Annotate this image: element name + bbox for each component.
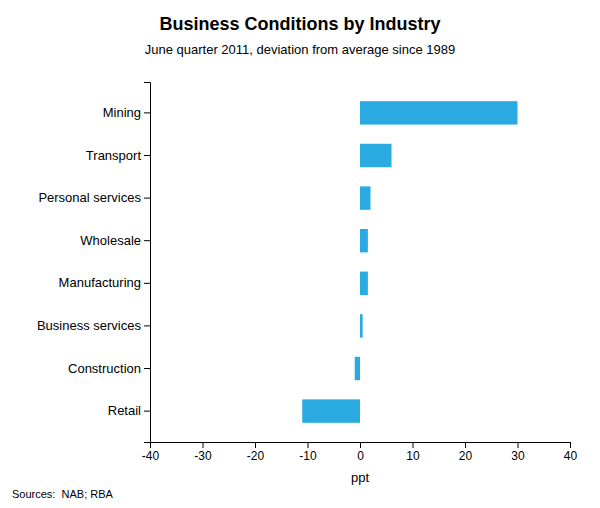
y-tick: Transport <box>86 148 150 163</box>
y-tick-label: Wholesale <box>80 233 141 248</box>
x-tick-label: -20 <box>247 449 265 463</box>
bar <box>355 357 360 380</box>
x-tick-label: 20 <box>459 449 473 463</box>
x-tick-label: 10 <box>406 449 420 463</box>
subtitle: June quarter 2011, deviation from averag… <box>145 42 456 57</box>
y-tick-mark <box>144 283 150 284</box>
x-tick-mark <box>255 442 256 448</box>
y-tick-mark <box>144 155 150 156</box>
plot: -40 -30 -20 -10 0 10 20 30 40 Mining Transport Pers… <box>37 83 578 463</box>
y-tick-label: Construction <box>68 361 141 376</box>
x-tick-label: 40 <box>564 449 578 463</box>
x-axis: -40 -30 -20 -10 0 10 20 30 40 <box>142 442 578 463</box>
title: Business Conditions by Industry <box>159 14 440 34</box>
y-tick: Wholesale <box>80 233 150 248</box>
bar <box>360 144 392 167</box>
x-tick: 10 <box>406 442 420 463</box>
bar <box>360 229 368 252</box>
bar <box>360 272 368 295</box>
y-tick: Manufacturing <box>59 275 150 290</box>
y-tick-mark <box>144 198 150 199</box>
y-tick-mark <box>144 368 150 369</box>
x-tick-mark <box>518 442 519 448</box>
y-tick-label: Retail <box>108 403 141 418</box>
y-tick-mark <box>144 325 150 326</box>
y-tick: Business services <box>37 318 150 333</box>
y-tick-mark <box>144 112 150 113</box>
y-tick-mark <box>144 240 150 241</box>
y-tick: Construction <box>68 361 150 376</box>
x-tick-mark <box>570 442 571 448</box>
x-tick-label: 30 <box>511 449 525 463</box>
bar <box>360 314 363 337</box>
bars <box>302 101 517 423</box>
x-tick-mark <box>465 442 466 448</box>
x-tick: 0 <box>357 442 364 463</box>
x-tick-label: -40 <box>142 449 160 463</box>
x-tick-mark <box>308 442 309 448</box>
y-tick: Personal services <box>38 190 150 205</box>
x-tick: 20 <box>459 442 473 463</box>
y-tick-mark <box>144 411 150 412</box>
x-tick-mark <box>413 442 414 448</box>
x-tick: 40 <box>564 442 578 463</box>
x-tick-label: -10 <box>299 449 317 463</box>
y-axis: Mining Transport Personal services Wholesal… <box>37 83 151 443</box>
bar <box>360 101 518 124</box>
bar <box>302 399 360 422</box>
x-tick: -40 <box>142 442 160 463</box>
x-tick-mark <box>203 442 204 448</box>
x-tick: 30 <box>511 442 525 463</box>
x-tick-label: -30 <box>194 449 212 463</box>
chart: Business Conditions by Industry June quar… <box>0 0 600 508</box>
y-tick-label: Business services <box>37 318 142 333</box>
y-tick: Mining <box>103 105 150 120</box>
x-tick: -30 <box>194 442 212 463</box>
y-tick: Retail <box>108 403 150 418</box>
x-tick-label: 0 <box>357 449 364 463</box>
y-axis-line <box>144 83 151 443</box>
x-tick: -10 <box>299 442 317 463</box>
x-axis-title: ppt <box>351 470 369 485</box>
bar <box>360 186 371 209</box>
source-note: Sources: NAB; RBA <box>12 488 114 500</box>
y-tick-label: Transport <box>86 148 142 163</box>
x-tick-mark <box>360 442 361 448</box>
y-tick-label: Mining <box>103 105 141 120</box>
x-tick: -20 <box>247 442 265 463</box>
y-tick-label: Manufacturing <box>59 275 141 290</box>
y-tick-label: Personal services <box>38 190 141 205</box>
x-axis-line <box>151 443 571 449</box>
